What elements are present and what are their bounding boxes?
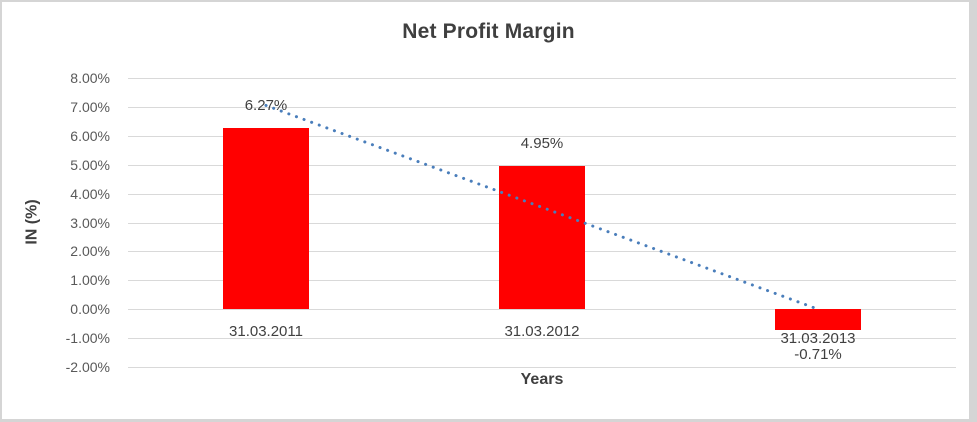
category-label: 31.03.2011 [229,323,303,340]
category-label: 31.03.2012 [504,323,580,340]
y-axis-tick-label: -2.00% [65,359,110,375]
category-label: 31.03.2013 [780,330,856,347]
y-axis-tick-label: 5.00% [70,157,110,173]
value-label: 4.95% [520,135,564,152]
value-label: -0.71% [794,346,842,363]
y-axis-tick-label: 1.00% [70,272,110,288]
y-axis-tick-label: -1.00% [65,330,110,346]
bar-31.03.2013 [775,309,861,330]
y-axis-tick-label: 6.00% [70,128,110,144]
y-axis-tick-label: 4.00% [70,186,110,202]
x-axis-title: Years [520,371,564,388]
y-axis-tick-label: 7.00% [70,99,110,115]
bar-31.03.2011 [223,128,309,309]
y-axis-tick-label: 3.00% [70,215,110,231]
gridline [128,367,956,368]
gridline [128,338,956,339]
y-axis-tick-label: 2.00% [70,243,110,259]
gridline [128,78,956,79]
bar-31.03.2012 [499,166,585,309]
y-axis-tick-label: 8.00% [70,70,110,86]
y-axis-tick-label: 0.00% [70,301,110,317]
chart-title: Net Profit Margin [402,20,575,43]
value-label: 6.27% [244,97,288,114]
